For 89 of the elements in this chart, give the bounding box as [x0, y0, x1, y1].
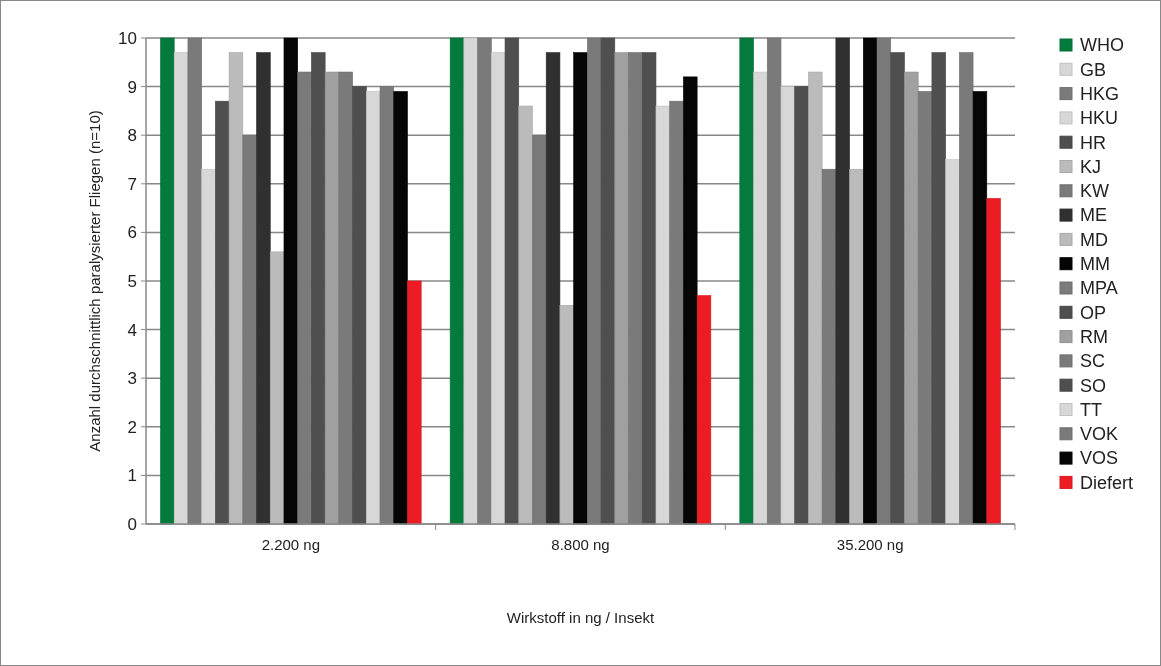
bar	[890, 52, 905, 525]
bar	[173, 52, 189, 525]
bar	[808, 71, 823, 525]
bar	[518, 105, 533, 525]
bar	[228, 52, 244, 525]
bar	[876, 37, 892, 525]
bar	[573, 52, 588, 525]
bar	[669, 100, 684, 525]
y-tick-label: 2	[127, 417, 137, 437]
bar	[160, 37, 175, 525]
bar	[491, 52, 506, 525]
bar	[753, 71, 768, 525]
bar	[311, 52, 326, 525]
legend-label: KJ	[1080, 156, 1102, 177]
bar	[696, 295, 712, 525]
legend-label: KW	[1080, 181, 1110, 202]
x-tick-label: 8.800 ng	[551, 536, 610, 553]
y-tick-label: 4	[127, 320, 137, 340]
legend-label: MPA	[1080, 278, 1118, 299]
bar	[242, 134, 257, 525]
legend-label: HKG	[1080, 83, 1120, 104]
bar	[393, 91, 408, 525]
bar	[366, 91, 381, 525]
bar	[641, 52, 657, 525]
y-tick-label: 0	[127, 514, 137, 534]
legend-label: VOS	[1080, 448, 1119, 469]
y-tick-label: 7	[127, 174, 137, 194]
bar	[504, 37, 520, 525]
bar	[780, 86, 795, 525]
bar	[256, 52, 271, 525]
legend-label: TT	[1080, 399, 1102, 420]
bar	[821, 168, 837, 525]
legend-label: MM	[1080, 254, 1110, 274]
legend-label: OP	[1080, 302, 1107, 323]
bar	[849, 168, 864, 525]
y-tick-label: 3	[127, 369, 137, 389]
bar	[959, 52, 974, 525]
legend-label: HKU	[1080, 108, 1119, 129]
y-axis-title: Anzahl durchschnittlich paralysierter Fliegen (n=10)	[86, 110, 103, 452]
bar	[972, 91, 988, 525]
bar	[931, 52, 946, 525]
bar	[600, 37, 616, 525]
bar	[683, 76, 698, 525]
y-tick-label: 5	[127, 271, 137, 291]
bar	[945, 159, 960, 525]
bar	[628, 52, 643, 525]
bar	[545, 52, 561, 525]
bar	[655, 105, 670, 525]
bar	[352, 86, 367, 525]
bar	[269, 251, 285, 525]
bar	[338, 71, 353, 525]
bar	[532, 134, 547, 525]
bar	[463, 37, 478, 525]
bar	[794, 86, 809, 525]
x-axis-title: Wirkstoff in ng / Insekt	[506, 609, 655, 626]
bar	[187, 37, 202, 525]
x-tick-label: 2.200 ng	[261, 536, 321, 553]
bar	[559, 305, 574, 525]
legend-label: WHO	[1080, 35, 1124, 56]
bar	[449, 37, 465, 525]
bar	[201, 168, 216, 525]
legend-label: VOK	[1080, 424, 1119, 445]
bar	[739, 37, 754, 525]
legend-label: ME	[1080, 205, 1107, 226]
bar	[587, 37, 602, 525]
bar	[297, 71, 312, 525]
legend-label: GB	[1080, 59, 1107, 80]
legend-label: HR	[1080, 132, 1106, 153]
y-tick-label: 10	[118, 28, 137, 48]
bar	[917, 91, 933, 525]
y-tick-label: 9	[127, 77, 137, 97]
y-tick-label: 6	[127, 223, 137, 243]
legend-label: MD	[1080, 229, 1108, 250]
bar	[477, 37, 492, 525]
bar	[283, 37, 298, 525]
legend-label: SO	[1080, 375, 1107, 396]
bar	[863, 37, 878, 525]
y-tick-label: 8	[127, 126, 137, 146]
bar	[407, 280, 422, 525]
bar	[215, 100, 230, 525]
legend-label: Diefert	[1080, 472, 1134, 493]
bar	[986, 198, 1001, 525]
legend-label: RM	[1080, 326, 1108, 347]
y-tick-label: 1	[127, 466, 137, 486]
bar	[379, 86, 395, 525]
bar	[835, 37, 850, 525]
x-tick-label: 35.200 ng	[836, 536, 904, 553]
legend-label: SC	[1080, 351, 1106, 372]
bar	[766, 37, 782, 525]
